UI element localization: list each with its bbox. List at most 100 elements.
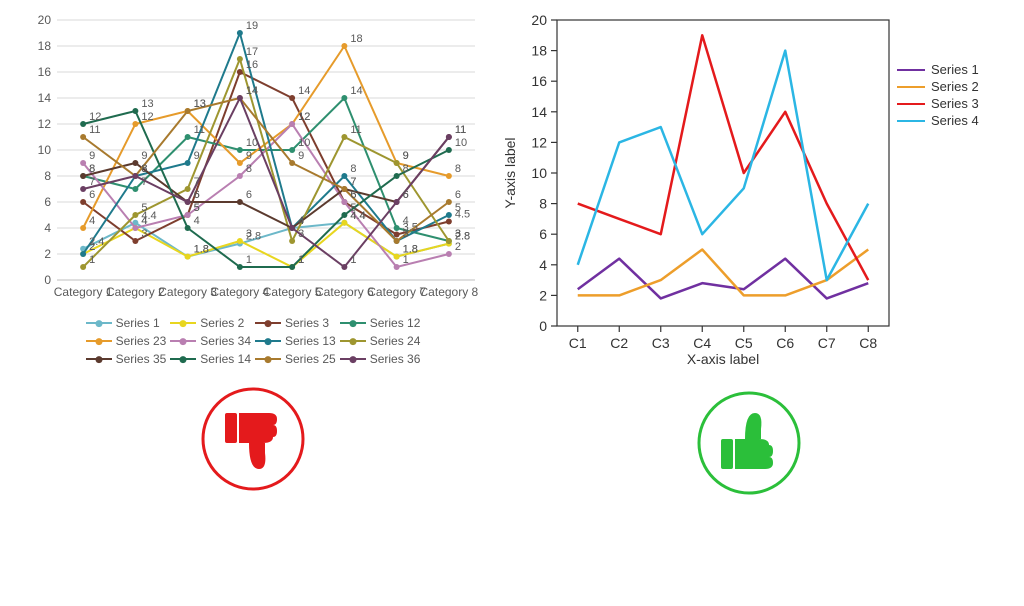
svg-text:9: 9 — [403, 150, 409, 162]
svg-text:12: 12 — [89, 111, 101, 123]
svg-text:Category 7: Category 7 — [367, 285, 426, 299]
legend-label: Series 1 — [116, 316, 160, 330]
bad-example-panel: 02468101214161820Category 1Category 2Cat… — [0, 0, 490, 606]
svg-text:3: 3 — [455, 228, 461, 240]
svg-text:1.8: 1.8 — [194, 244, 209, 256]
legend-label: Series 35 — [116, 352, 167, 366]
svg-text:6: 6 — [539, 226, 547, 242]
svg-text:6: 6 — [246, 189, 252, 201]
legend-label: Series 3 — [285, 316, 329, 330]
comparison-figure: 02468101214161820Category 1Category 2Cat… — [0, 0, 1024, 606]
svg-text:3: 3 — [403, 228, 409, 240]
svg-text:17: 17 — [246, 46, 258, 58]
svg-text:7: 7 — [89, 176, 95, 188]
svg-text:18: 18 — [350, 33, 362, 45]
clean-line-chart: 02468101214161820C1C2C3C4C5C6C7C8X-axis … — [499, 10, 999, 370]
svg-text:7: 7 — [350, 176, 356, 188]
svg-text:10: 10 — [298, 137, 310, 149]
legend-item: Series 24 — [340, 334, 421, 348]
svg-text:12: 12 — [531, 134, 547, 150]
svg-text:12: 12 — [141, 111, 153, 123]
svg-text:16: 16 — [38, 65, 52, 79]
svg-text:6: 6 — [350, 189, 356, 201]
svg-text:10: 10 — [246, 137, 258, 149]
svg-text:4: 4 — [539, 257, 547, 273]
svg-text:12: 12 — [38, 117, 52, 131]
svg-text:Category 1: Category 1 — [54, 285, 113, 299]
thumbs-up-icon — [694, 388, 804, 498]
svg-text:14: 14 — [38, 91, 52, 105]
legend-item: Series 34 — [170, 334, 251, 348]
svg-text:10: 10 — [38, 143, 52, 157]
svg-text:8: 8 — [539, 196, 547, 212]
legend-label: Series 23 — [116, 334, 167, 348]
legend-label: Series 1 — [931, 62, 979, 77]
svg-text:11: 11 — [194, 124, 205, 136]
svg-text:0: 0 — [44, 273, 51, 287]
svg-text:C2: C2 — [610, 335, 628, 351]
svg-text:Category 8: Category 8 — [420, 285, 479, 299]
legend-label: Series 2 — [200, 316, 244, 330]
svg-text:C7: C7 — [818, 335, 836, 351]
svg-text:9: 9 — [89, 150, 95, 162]
thumbs-down-verdict — [198, 384, 308, 494]
svg-text:8: 8 — [350, 163, 356, 175]
cluttered-chart-legend: Series 1 Series 2 Series 3 Series 12 Series … — [86, 316, 421, 366]
svg-text:16: 16 — [246, 59, 258, 71]
svg-text:4: 4 — [44, 221, 51, 235]
legend-item: Series 1 — [86, 316, 167, 330]
svg-text:5: 5 — [194, 202, 200, 214]
svg-text:7: 7 — [141, 176, 147, 188]
svg-text:11: 11 — [350, 124, 361, 136]
svg-text:C8: C8 — [859, 335, 877, 351]
legend-item: Series 25 — [255, 352, 336, 366]
thumbs-down-icon — [198, 384, 308, 494]
svg-text:6: 6 — [194, 189, 200, 201]
clean-chart-legend: Series 1 Series 2 Series 3 Series 4 — [897, 60, 979, 130]
svg-text:14: 14 — [298, 85, 310, 97]
svg-text:8: 8 — [246, 163, 252, 175]
legend-item: Series 23 — [86, 334, 167, 348]
svg-text:8: 8 — [455, 163, 461, 175]
svg-text:20: 20 — [531, 12, 547, 28]
legend-item: Series 12 — [340, 316, 421, 330]
svg-text:8: 8 — [141, 163, 147, 175]
svg-text:9: 9 — [298, 150, 304, 162]
svg-text:19: 19 — [246, 20, 258, 32]
svg-text:1: 1 — [298, 254, 304, 266]
svg-text:1: 1 — [350, 254, 356, 266]
svg-text:Category 2: Category 2 — [106, 285, 165, 299]
legend-item: Series 3 — [897, 96, 979, 111]
svg-text:6: 6 — [455, 189, 461, 201]
legend-label: Series 2 — [931, 79, 979, 94]
svg-text:C1: C1 — [569, 335, 587, 351]
legend-label: Series 3 — [931, 96, 979, 111]
legend-item: Series 1 — [897, 62, 979, 77]
svg-text:20: 20 — [38, 13, 52, 27]
svg-text:14: 14 — [350, 85, 362, 97]
legend-item: Series 2 — [170, 316, 251, 330]
legend-label: Series 4 — [931, 113, 979, 128]
cluttered-line-chart: 02468101214161820Category 1Category 2Cat… — [23, 10, 483, 310]
svg-text:X-axis label: X-axis label — [687, 351, 759, 367]
svg-text:3: 3 — [298, 228, 304, 240]
svg-text:9: 9 — [246, 150, 252, 162]
svg-text:10: 10 — [531, 165, 547, 181]
svg-text:12: 12 — [298, 111, 310, 123]
svg-text:9: 9 — [194, 150, 200, 162]
svg-text:13: 13 — [141, 98, 153, 110]
legend-label: Series 36 — [370, 352, 421, 366]
svg-text:6: 6 — [89, 189, 95, 201]
svg-text:4: 4 — [89, 215, 95, 227]
legend-label: Series 34 — [200, 334, 251, 348]
svg-text:2: 2 — [44, 247, 51, 261]
svg-text:4: 4 — [403, 215, 409, 227]
svg-text:6: 6 — [403, 189, 409, 201]
svg-text:18: 18 — [38, 39, 52, 53]
legend-item: Series 3 — [255, 316, 336, 330]
svg-text:14: 14 — [531, 104, 547, 120]
svg-text:1: 1 — [246, 254, 252, 266]
svg-text:8: 8 — [44, 169, 51, 183]
svg-text:3: 3 — [141, 228, 147, 240]
svg-text:2: 2 — [455, 241, 461, 253]
